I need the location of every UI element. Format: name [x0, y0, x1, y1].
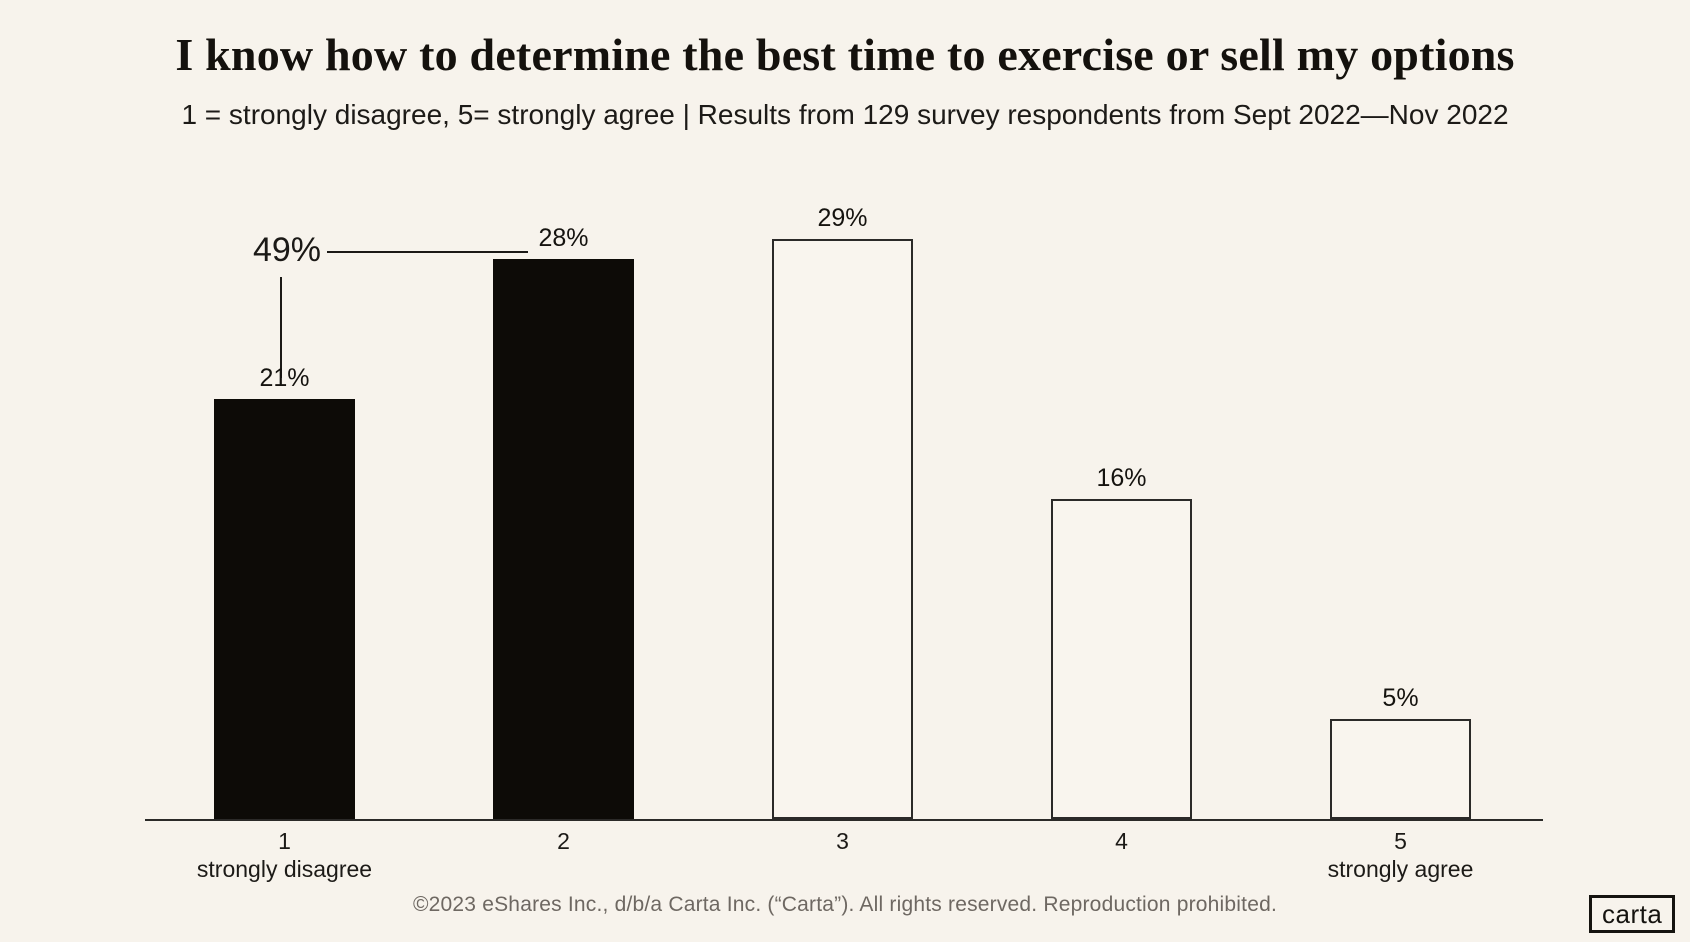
bar-value-label: 5% — [1382, 684, 1419, 712]
x-tick-label-2: 2 — [557, 828, 570, 854]
x-axis-sublabel: strongly agree — [1327, 856, 1474, 882]
bar-category-3 — [772, 239, 913, 819]
x-tick-label-3: 3 — [836, 828, 849, 854]
x-tick-label-4: 4 — [1115, 828, 1128, 854]
x-tick-label-1: 1 — [278, 828, 291, 854]
bar-value-label: 29% — [817, 204, 868, 232]
x-axis-sublabel: strongly disagree — [196, 856, 373, 882]
plot-area: 49% 21% 28% 29% 16% 5% — [145, 195, 1543, 821]
annotation-connector-vertical — [280, 277, 282, 378]
chart-subtitle: 1 = strongly disagree, 5= strongly agree… — [181, 99, 1509, 130]
annotation-connector-horizontal — [327, 251, 528, 253]
bar-category-2 — [493, 259, 634, 819]
bar-category-4 — [1051, 499, 1192, 819]
footer-copyright: ©2023 eShares Inc., d/b/a Carta Inc. (“C… — [413, 893, 1277, 916]
bar-value-label: 16% — [1096, 464, 1147, 492]
bar-category-1 — [214, 399, 355, 819]
x-tick-label-5: 5 — [1394, 828, 1407, 854]
bar-value-label: 28% — [538, 224, 589, 252]
carta-logo: carta — [1589, 895, 1676, 933]
bar-value-label: 21% — [259, 364, 310, 392]
chart-title: I know how to determine the best time to… — [175, 29, 1515, 80]
combined-share-label: 49% — [252, 231, 322, 269]
x-axis-line — [145, 819, 1543, 821]
bar-category-5 — [1330, 719, 1471, 819]
